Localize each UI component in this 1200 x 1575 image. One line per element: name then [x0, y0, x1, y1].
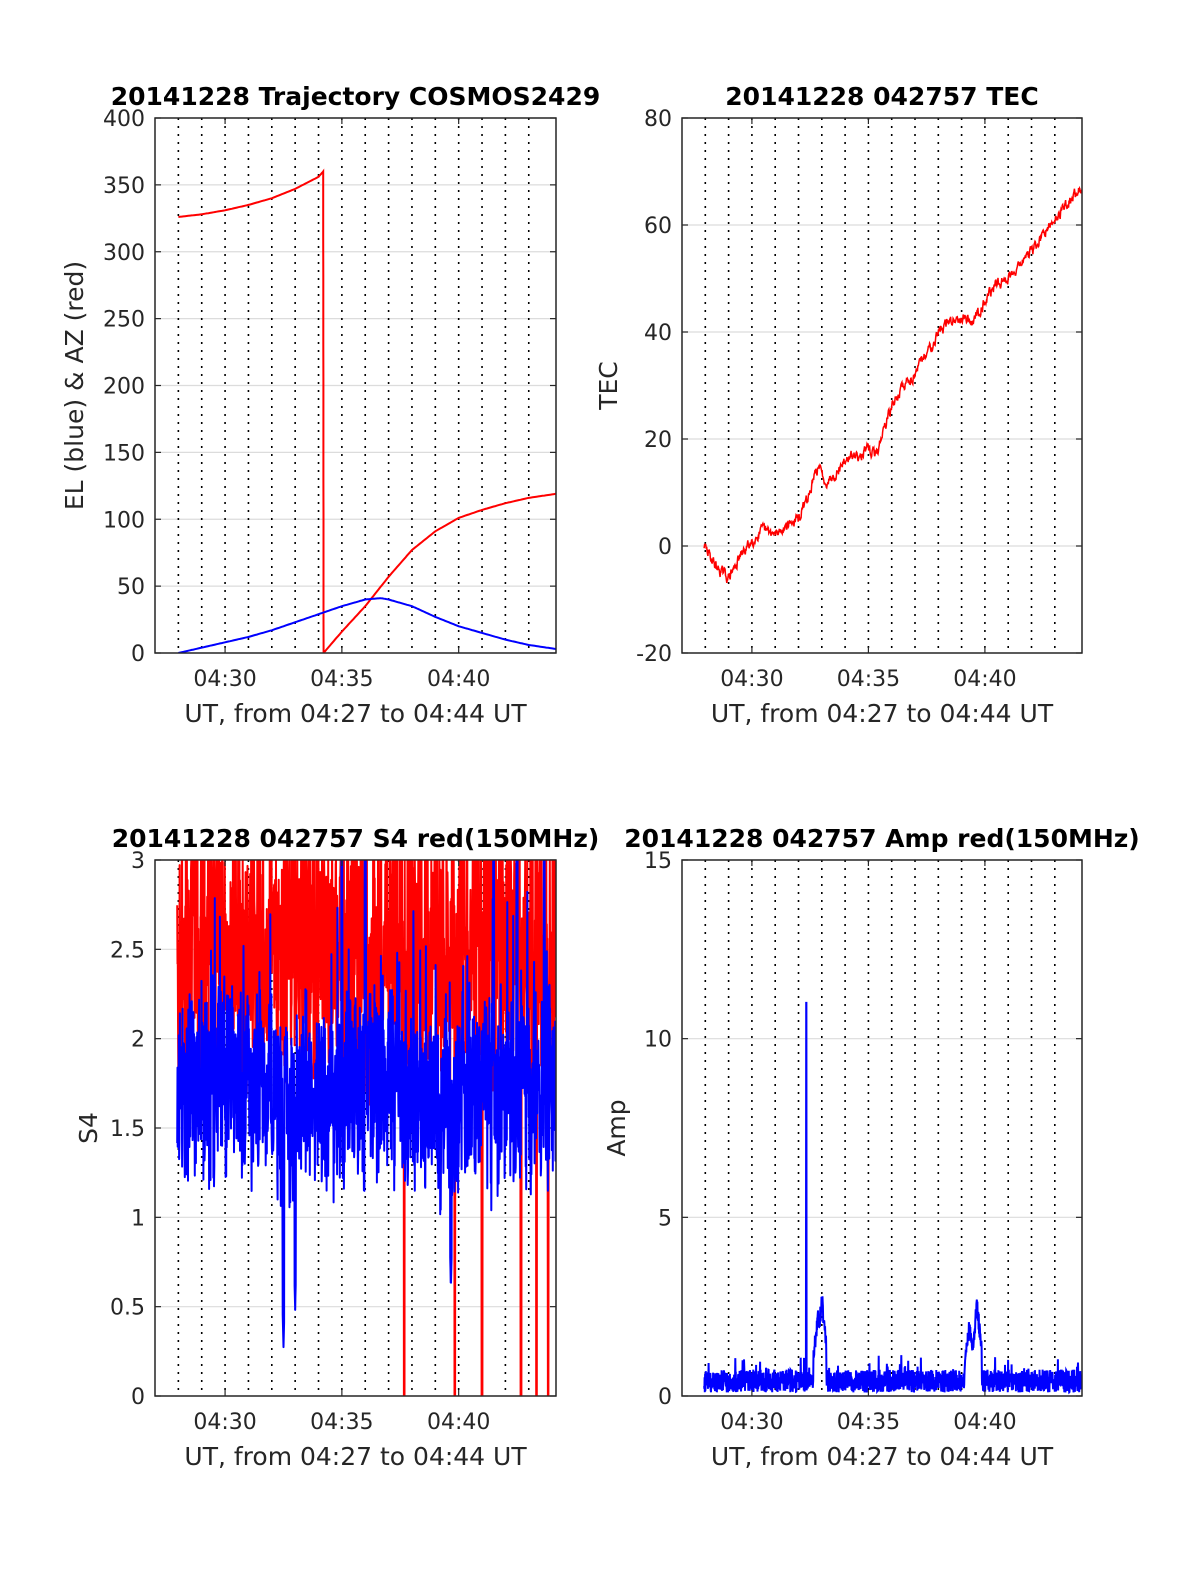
y-axis-label: TEC [594, 361, 623, 411]
x-tick-label: 04:30 [193, 667, 256, 692]
x-tick-label: 04:30 [720, 667, 783, 692]
y-tick-label: 1.5 [110, 1117, 145, 1142]
chart-title: 20141228 Trajectory COSMOS2429 [111, 82, 601, 111]
y-tick-label: 250 [103, 308, 145, 333]
x-tick-label: 04:30 [720, 1410, 783, 1435]
y-tick-label: 3 [131, 849, 145, 874]
panel-amp: 0 5 10 15 04:30 04:35 04:40 20141228 042757 Amp… [602, 824, 1140, 1471]
plot-area [681, 117, 1083, 654]
y-tick-label: 0.5 [110, 1296, 145, 1321]
series-amp-line [703, 1001, 1082, 1395]
y-tick-label: 0 [131, 642, 145, 667]
y-tick-label: 150 [103, 441, 145, 466]
y-tick-label: 0 [658, 535, 672, 560]
y-tick-label: 300 [103, 241, 145, 266]
series-layer [176, 860, 556, 1396]
y-tick-label: 60 [644, 214, 672, 239]
y-tick-label: 40 [644, 321, 672, 346]
y-tick-label: 2 [131, 1028, 145, 1053]
x-tick-label: 04:35 [310, 667, 373, 692]
chart-title: 20141228 042757 TEC [725, 82, 1038, 111]
x-tick-label: 04:35 [837, 667, 900, 692]
y-tick-label: 15 [644, 849, 672, 874]
y-tick-label: 50 [117, 575, 145, 600]
series-layer [703, 185, 1082, 584]
y-tick-label: 2.5 [110, 938, 145, 963]
x-axis-label: UT, from 04:27 to 04:44 UT [711, 1442, 1054, 1471]
series-blue_channel-line [176, 860, 556, 1349]
series-az-line [178, 168, 556, 653]
x-tick-label: 04:40 [427, 1410, 490, 1435]
y-tick-label: 0 [658, 1385, 672, 1410]
y-tick-label: 0 [131, 1385, 145, 1410]
panel-trajectory: 0 50 100 150 200 250 300 350 400 04:30 04:35 04:40 2… [60, 82, 600, 728]
series-layer [178, 168, 556, 653]
series-layer [703, 1001, 1082, 1395]
x-tick-label: 04:40 [427, 667, 490, 692]
y-tick-label: 1 [131, 1206, 145, 1231]
series-el-line [178, 597, 556, 653]
x-tick-label: 04:35 [837, 1410, 900, 1435]
plot-area [681, 859, 1083, 1397]
y-axis-label: EL (blue) & AZ (red) [60, 261, 89, 510]
y-axis-label: S4 [74, 1112, 103, 1144]
y-tick-label: 20 [644, 428, 672, 453]
plot-border [681, 859, 1083, 1397]
y-tick-label: 350 [103, 174, 145, 199]
chart-title: 20141228 042757 S4 red(150MHz) [112, 824, 600, 853]
y-tick-label: 80 [644, 107, 672, 132]
x-tick-label: 04:35 [310, 1410, 373, 1435]
x-tick-label: 04:30 [193, 1410, 256, 1435]
y-tick-label: -20 [636, 642, 672, 667]
y-tick-label: 200 [103, 375, 145, 400]
plot-border [154, 117, 557, 654]
y-tick-label: 400 [103, 107, 145, 132]
panel-s4: 0 0.5 1 1.5 2 2.5 3 04:30 04:35 04:40 20141228 042… [74, 824, 599, 1471]
x-axis-label: UT, from 04:27 to 04:44 UT [184, 1442, 527, 1471]
panel-tec: -20 0 20 40 60 80 04:30 04:35 04:40 20141228 0427… [594, 82, 1083, 728]
chart-title: 20141228 042757 Amp red(150MHz) [624, 824, 1140, 853]
y-axis-label: Amp [602, 1099, 631, 1156]
y-tick-label: 10 [644, 1028, 672, 1053]
plot-border [154, 859, 557, 1397]
y-tick-label: 5 [658, 1206, 672, 1231]
x-axis-label: UT, from 04:27 to 04:44 UT [184, 699, 527, 728]
x-tick-label: 04:40 [953, 1410, 1016, 1435]
series-tec-line [703, 185, 1082, 584]
y-tick-label: 100 [103, 508, 145, 533]
x-tick-label: 04:40 [953, 667, 1016, 692]
x-axis-label: UT, from 04:27 to 04:44 UT [711, 699, 1054, 728]
plot-border [681, 117, 1083, 654]
